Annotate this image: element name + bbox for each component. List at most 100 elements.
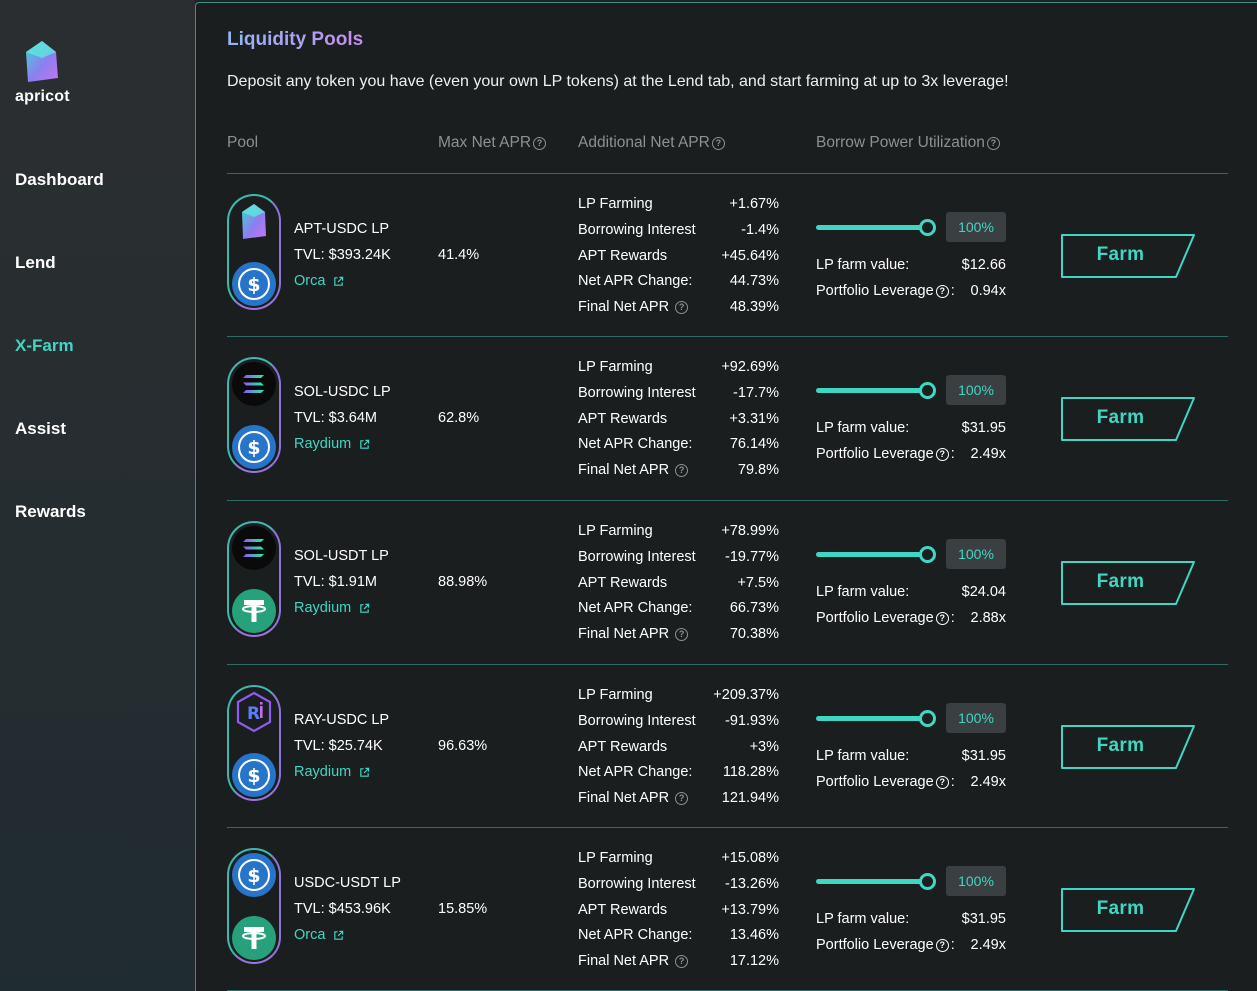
utilization-slider[interactable] bbox=[816, 710, 936, 728]
help-icon[interactable]: ? bbox=[986, 136, 1000, 150]
detail-lp-farming: LP Farming +15.08% bbox=[578, 850, 779, 866]
slider-thumb[interactable] bbox=[919, 546, 936, 563]
slider-thumb[interactable] bbox=[919, 219, 936, 236]
farm-button[interactable]: Farm bbox=[1060, 724, 1198, 770]
farm-button[interactable]: Farm bbox=[1060, 396, 1198, 442]
table-row: $ USDC-USDT LP TVL: $453.96K Orca 15.85% LP F… bbox=[196, 828, 1257, 991]
external-link-icon bbox=[334, 276, 344, 286]
utilization-slider[interactable] bbox=[816, 873, 936, 891]
detail-label: Borrowing Interest bbox=[578, 712, 696, 729]
sidebar: apricot Dashboard Lend X-Farm Assist Rew… bbox=[0, 0, 195, 991]
slider-track bbox=[816, 879, 928, 884]
detail-label: LP Farming bbox=[578, 687, 653, 703]
utilization-slider[interactable] bbox=[816, 219, 936, 237]
utilization-percent[interactable]: 100% bbox=[946, 539, 1006, 569]
header-pool-label: Pool bbox=[227, 134, 259, 151]
slider-track bbox=[816, 716, 928, 721]
colon: : bbox=[950, 610, 955, 626]
max-net-apr-value: 96.63% bbox=[438, 738, 488, 754]
portfolio-leverage: Portfolio Leverage?:2.49x bbox=[816, 774, 1006, 790]
utilization-percent[interactable]: 100% bbox=[946, 375, 1006, 405]
pool-source-link[interactable]: Raydium bbox=[294, 764, 370, 780]
lp-farm-value-label: LP farm value: bbox=[816, 911, 910, 927]
detail-net-apr-change: Net APR Change: 66.73% bbox=[578, 600, 779, 616]
farm-button[interactable]: Farm bbox=[1060, 887, 1198, 933]
header-borrow-power-label: Borrow Power Utilization bbox=[816, 134, 985, 151]
nav-assist[interactable]: Assist bbox=[15, 419, 67, 438]
divider bbox=[227, 664, 1228, 665]
pool-pair-frame bbox=[227, 194, 281, 310]
help-icon[interactable]: ? bbox=[675, 300, 689, 314]
slider-thumb[interactable] bbox=[919, 873, 936, 890]
header-max-net-apr: Max Net APR? bbox=[438, 134, 547, 152]
header-max-net-apr-label: Max Net APR bbox=[438, 134, 532, 151]
help-icon[interactable]: ? bbox=[935, 775, 949, 789]
detail-lp-farming: LP Farming +1.67% bbox=[578, 196, 779, 212]
help-icon[interactable]: ? bbox=[675, 954, 689, 968]
nav-rewards[interactable]: Rewards bbox=[15, 502, 86, 521]
pool-pair-frame bbox=[227, 848, 281, 964]
help-icon[interactable]: ? bbox=[675, 627, 689, 641]
divider bbox=[227, 500, 1228, 501]
utilization-percent[interactable]: 100% bbox=[946, 866, 1006, 896]
pool-source-link[interactable]: Raydium bbox=[294, 600, 370, 616]
portfolio-leverage-label: Portfolio Leverage bbox=[816, 610, 934, 626]
svg-text:$: $ bbox=[247, 865, 260, 887]
colon: : bbox=[950, 283, 955, 299]
detail-net-apr-change: Net APR Change: 44.73% bbox=[578, 273, 779, 289]
detail-label: LP Farming bbox=[578, 523, 653, 539]
help-icon[interactable]: ? bbox=[935, 611, 949, 625]
detail-value: 44.73% bbox=[729, 273, 779, 290]
external-link-icon bbox=[360, 767, 370, 777]
slider-thumb[interactable] bbox=[919, 382, 936, 399]
apr-breakdown: LP Farming +15.08% Borrowing Interest -13.2… bbox=[578, 850, 779, 980]
detail-label: Net APR Change: bbox=[578, 600, 693, 617]
farm-button-label: Farm bbox=[1096, 735, 1145, 756]
portfolio-leverage-value: 0.94x bbox=[970, 283, 1006, 299]
farm-button[interactable]: Farm bbox=[1060, 233, 1198, 279]
nav-x-farm[interactable]: X-Farm bbox=[15, 336, 74, 355]
utilization-slider[interactable] bbox=[816, 382, 936, 400]
pool-tvl: TVL: $393.24K bbox=[294, 247, 391, 263]
help-icon[interactable]: ? bbox=[675, 463, 689, 477]
farm-button-label: Farm bbox=[1096, 571, 1145, 592]
help-icon[interactable]: ? bbox=[935, 447, 949, 461]
detail-borrowing-interest: Borrowing Interest -19.77% bbox=[578, 549, 779, 565]
help-icon[interactable]: ? bbox=[935, 938, 949, 952]
portfolio-leverage: Portfolio Leverage?:0.94x bbox=[816, 283, 1006, 299]
brand-logo[interactable]: apricot bbox=[14, 38, 94, 108]
main-panel: Liquidity Pools Deposit any token you ha… bbox=[195, 2, 1257, 991]
help-icon[interactable]: ? bbox=[533, 136, 547, 150]
detail-apt-rewards: APT Rewards +45.64% bbox=[578, 248, 779, 264]
pool-tvl: TVL: $3.64M bbox=[294, 410, 378, 426]
header-additional-net-apr: Additional Net APR? bbox=[578, 134, 725, 152]
lp-farm-value-label: LP farm value: bbox=[816, 257, 910, 273]
page-title: Liquidity Pools bbox=[227, 29, 364, 50]
pool-source-link[interactable]: Orca bbox=[294, 927, 344, 943]
utilization-slider[interactable] bbox=[816, 546, 936, 564]
nav-dashboard[interactable]: Dashboard bbox=[15, 170, 104, 189]
pool-source-label: Raydium bbox=[294, 600, 352, 616]
detail-label: APT Rewards bbox=[578, 574, 668, 591]
utilization-percent[interactable]: 100% bbox=[946, 703, 1006, 733]
help-icon[interactable]: ? bbox=[675, 791, 689, 805]
utilization-percent[interactable]: 100% bbox=[946, 212, 1006, 242]
detail-value: +13.79% bbox=[721, 901, 779, 918]
nav-lend[interactable]: Lend bbox=[15, 253, 56, 272]
detail-label: Net APR Change: bbox=[578, 273, 693, 290]
slider-thumb[interactable] bbox=[919, 710, 936, 727]
farm-button-frame bbox=[1061, 725, 1195, 769]
pool-source-link[interactable]: Orca bbox=[294, 273, 344, 289]
pool-source-link[interactable]: Raydium bbox=[294, 436, 370, 452]
detail-lp-farming: LP Farming +78.99% bbox=[578, 523, 779, 539]
usdt-icon bbox=[231, 915, 277, 961]
detail-label: Net APR Change: bbox=[578, 436, 693, 453]
help-icon[interactable]: ? bbox=[711, 136, 725, 150]
pool-name: RAY-USDC LP bbox=[294, 712, 390, 728]
detail-value: 13.46% bbox=[729, 927, 779, 944]
farm-button[interactable]: Farm bbox=[1060, 560, 1198, 606]
detail-value: -17.7% bbox=[733, 384, 779, 401]
slider-track bbox=[816, 552, 928, 557]
lp-farm-value: LP farm value: $31.95 bbox=[816, 911, 1006, 927]
help-icon[interactable]: ? bbox=[935, 284, 949, 298]
